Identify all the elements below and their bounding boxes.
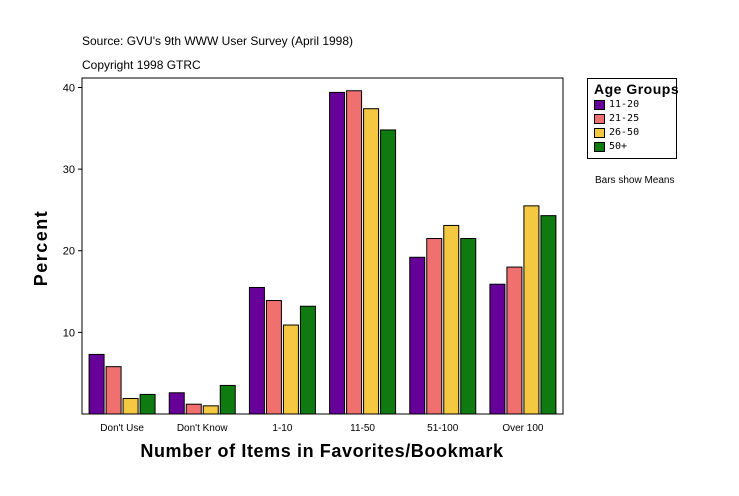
bar	[409, 256, 426, 415]
bar	[329, 91, 346, 415]
bar	[185, 403, 202, 415]
y-axis: 10 20 30 40	[63, 82, 82, 339]
x-tick-label: Over 100	[502, 423, 544, 434]
plot-area	[81, 77, 564, 415]
bar	[202, 405, 219, 415]
bar	[363, 108, 380, 415]
legend-label: 21-25	[609, 113, 640, 124]
plot-frame	[81, 77, 564, 415]
bar	[460, 238, 477, 415]
x-tick-label: 1-10	[272, 423, 292, 434]
x-tick-label: Don't Use	[100, 423, 144, 434]
legend-swatch	[594, 114, 605, 124]
bar	[380, 129, 397, 415]
legend-swatch	[594, 128, 605, 138]
bar	[248, 286, 265, 415]
bar	[523, 205, 540, 415]
x-tick-label: 51-100	[427, 423, 459, 434]
y-tick-label: 20	[63, 246, 75, 258]
x-tick-label: 11-50	[350, 423, 375, 434]
bars	[88, 90, 557, 415]
x-axis-title: Number of Items in Favorites/Bookmark	[140, 441, 504, 461]
bars-show-means-note: Bars show Means	[595, 175, 675, 186]
bar	[122, 397, 139, 415]
bar	[506, 266, 523, 415]
source-note: Source: GVU's 9th WWW User Survey (April…	[82, 34, 354, 48]
legend-label: 11-20	[609, 99, 640, 110]
x-axis: Don't Use Don't Know 1-10 11-50 51-100 Over 1…	[100, 423, 544, 434]
bar	[346, 90, 363, 415]
bar	[299, 305, 316, 415]
bar	[105, 366, 122, 415]
bar	[443, 224, 460, 415]
legend-title: Age Groups	[594, 81, 680, 97]
bar	[489, 283, 506, 415]
legend-swatch	[594, 142, 605, 152]
copyright-note: Copyright 1998 GTRC	[82, 58, 201, 72]
legend: Age Groups 11-20 21-25 26-50 50+	[587, 78, 680, 159]
y-axis-title: Percent	[31, 210, 51, 287]
x-tick-label: Don't Know	[177, 423, 229, 434]
y-tick-label: 30	[63, 164, 75, 176]
bar	[282, 324, 299, 415]
bar	[540, 215, 557, 415]
bar	[265, 300, 282, 415]
legend-swatch	[594, 100, 605, 110]
legend-label: 26-50	[609, 127, 640, 138]
legend-label: 50+	[609, 141, 628, 152]
y-tick-label: 40	[63, 82, 75, 94]
bar	[219, 384, 236, 415]
y-tick-label: 10	[63, 327, 75, 339]
bar	[168, 392, 185, 415]
bar	[139, 393, 156, 415]
bar	[426, 238, 443, 415]
bar	[88, 353, 105, 415]
